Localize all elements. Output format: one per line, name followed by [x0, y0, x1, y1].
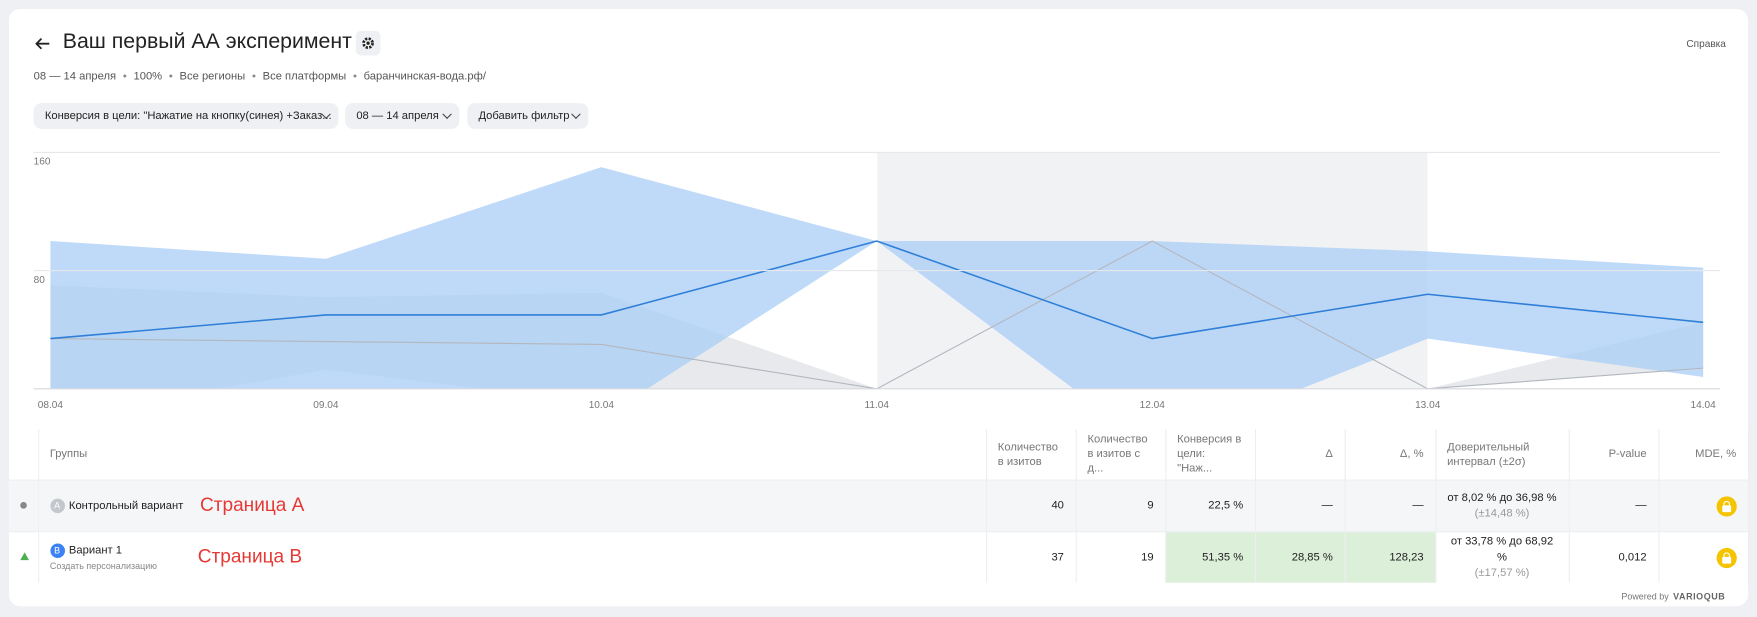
- annotation: Страница В: [197, 545, 303, 567]
- meta-item: 08 — 14 апреля: [33, 70, 117, 83]
- cell: 0,012: [1568, 531, 1659, 583]
- meta-item: 100%: [133, 70, 163, 83]
- results-table: Группы Количество в изитов Количество в …: [8, 429, 1749, 583]
- back-button[interactable]: [34, 35, 52, 53]
- cell: 9: [1075, 479, 1166, 532]
- filter[interactable]: Добавить фильтр: [467, 103, 589, 129]
- column-header: Группы: [38, 429, 987, 481]
- column-header: P-value: [1568, 429, 1659, 481]
- interval-margin: (±14,48 %): [1474, 507, 1530, 520]
- meta-item: Все регионы: [179, 70, 246, 83]
- y-tick-label: 160: [34, 157, 51, 168]
- row: A Контрольный вариант Страница А 40 9 22,5…: [8, 479, 1749, 532]
- cell: 40: [986, 479, 1077, 532]
- lock-icon[interactable]: [1716, 495, 1737, 516]
- cell: 51,35 %: [1165, 531, 1256, 583]
- confidence-band: [50, 167, 1704, 389]
- meta: 08 — 14 апреля • 100% • Все регионы • Все п…: [33, 70, 486, 83]
- group-name: Вариант 1: [68, 544, 123, 558]
- x-tick-label: 09.04: [313, 400, 339, 411]
- meta-item: Все платформы: [262, 70, 347, 83]
- filter[interactable]: Конверсия в цели: "Нажатие на кнопку(син…: [33, 103, 339, 129]
- column-header: Количество в изитов с д...: [1075, 429, 1166, 481]
- group-name: Контрольный вариант: [68, 499, 184, 513]
- interval: от 33,78 % до 68,92 %: [1450, 535, 1554, 564]
- cell: —: [1254, 479, 1346, 532]
- series-line: [50, 240, 1704, 389]
- brand: VARIOQUB: [1673, 591, 1726, 602]
- x-tick-label: 12.04: [1140, 400, 1166, 411]
- cell: 128,23: [1344, 531, 1436, 583]
- cell: —: [1568, 479, 1659, 532]
- column-header: Доверительный интервал (±2σ): [1435, 429, 1570, 481]
- badge: B: [49, 543, 65, 559]
- x-tick-label: 08.04: [38, 400, 64, 411]
- cell: —: [1344, 479, 1436, 532]
- cell: 37: [986, 531, 1077, 583]
- cell: 28,85 %: [1254, 531, 1346, 583]
- cell: 19: [1075, 531, 1166, 583]
- column-header: Количество в изитов: [986, 429, 1077, 481]
- cell: 22,5 %: [1165, 479, 1256, 532]
- row-marker: [20, 501, 27, 509]
- chart: 80 160 08.04 09.04 10.04 11.04 12.04 13.04 14.04: [34, 151, 1720, 411]
- header-row: Группы Количество в изитов Количество в …: [8, 429, 1749, 481]
- row-marker: [20, 552, 30, 561]
- badge: A: [49, 498, 65, 514]
- filter[interactable]: 08 — 14 апреля: [345, 103, 460, 129]
- lock-icon[interactable]: [1716, 547, 1737, 568]
- settings-button[interactable]: [355, 30, 381, 56]
- annotation: Страница А: [200, 494, 305, 516]
- series-line: [50, 240, 1704, 340]
- column-header: Δ: [1254, 429, 1346, 481]
- meta-item: баранчинская-вода.рф/: [363, 70, 486, 83]
- column-header: Конверсия в цели: "Наж...: [1165, 429, 1256, 481]
- column-header: Δ, %: [1344, 429, 1436, 481]
- powered-by: Powered by: [1621, 591, 1669, 602]
- footer: Powered by VARIOQUB: [1621, 592, 1725, 602]
- title: Ваш первый АА эксперимент: [62, 30, 352, 54]
- personalize-link[interactable]: Создать персонализацию: [49, 561, 157, 572]
- x-tick-label: 13.04: [1415, 400, 1441, 411]
- x-tick-label: 10.04: [589, 400, 615, 411]
- column-header: MDE, %: [1658, 429, 1749, 481]
- interval: от 8,02 % до 36,98 %: [1447, 491, 1557, 504]
- y-tick-label: 80: [34, 275, 46, 286]
- row: B Вариант 1 Создать персонализацию Страница…: [8, 531, 1749, 583]
- x-tick-label: 11.04: [865, 400, 890, 411]
- x-tick-label: 14.04: [1691, 400, 1717, 411]
- help-link[interactable]: Справка: [1686, 38, 1726, 50]
- interval-margin: (±17,57 %): [1474, 566, 1530, 579]
